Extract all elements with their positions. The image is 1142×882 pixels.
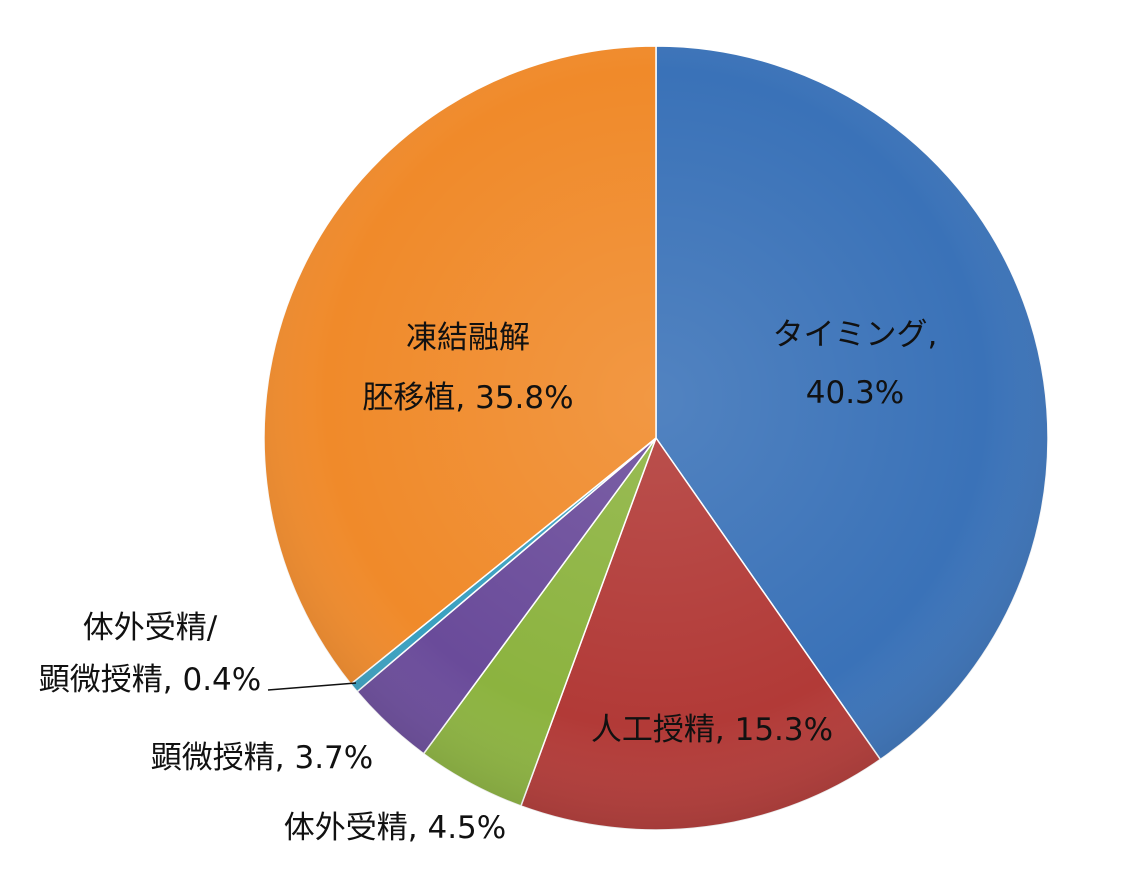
pie-label-line: 40.3% [806,375,904,411]
pie-label-line: 体外受精, 4.5% [284,810,506,846]
pie-label-1: 人工授精, 15.3% [591,712,833,748]
pie-label-line: 人工授精, 15.3% [591,712,833,748]
pie-label-line: 胚移植, 35.8% [362,380,573,416]
pie-label-line: 顕微授精, 3.7% [151,740,373,776]
pie-label-5: 凍結融解胚移植, 35.8% [362,320,573,416]
pie-label-0: タイミング, 40.3% [773,317,938,411]
pie-label-line: 凍結融解 [406,320,530,356]
pie-label-line: 体外受精/ [83,610,218,646]
pie-leader-line [267,682,357,691]
pie-label-4: 体外受精/顕微授精, 0.4% [39,610,261,698]
pie-label-2: 体外受精, 4.5% [284,810,506,846]
pie-label-3: 顕微授精, 3.7% [151,740,373,776]
pie-labels: タイミング, 40.3% 人工授精, 15.3% 体外受精, 4.5% 顕微授精, 3.… [39,317,938,846]
pie-label-line: 顕微授精, 0.4% [39,662,261,698]
pie-label-line: タイミング, [773,317,938,353]
